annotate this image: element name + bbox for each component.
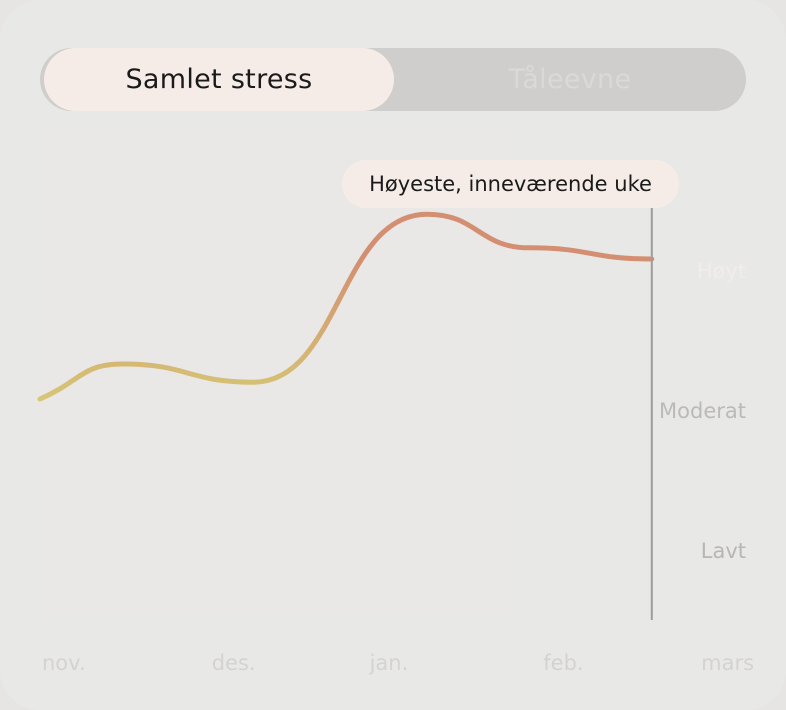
stress-series-line xyxy=(37,211,655,402)
y-level-label: Høyt xyxy=(696,259,746,283)
plot-area xyxy=(40,130,511,620)
tab-samlet-stress[interactable]: Samlet stress xyxy=(44,48,394,111)
tab-taleevne[interactable]: Tåleevne xyxy=(508,64,632,95)
current-week-tooltip: Høyeste, inneværende uke xyxy=(342,160,679,208)
x-month-label: nov. xyxy=(42,651,86,675)
x-month-label: mars xyxy=(701,651,755,675)
x-month-label: jan. xyxy=(369,651,409,675)
segmented-control: Samlet stress Tåleevne xyxy=(40,48,746,111)
y-level-label: Moderat xyxy=(659,399,746,423)
x-month-label: des. xyxy=(211,651,256,675)
y-level-label: Lavt xyxy=(700,539,746,563)
x-month-label: feb. xyxy=(543,651,584,675)
